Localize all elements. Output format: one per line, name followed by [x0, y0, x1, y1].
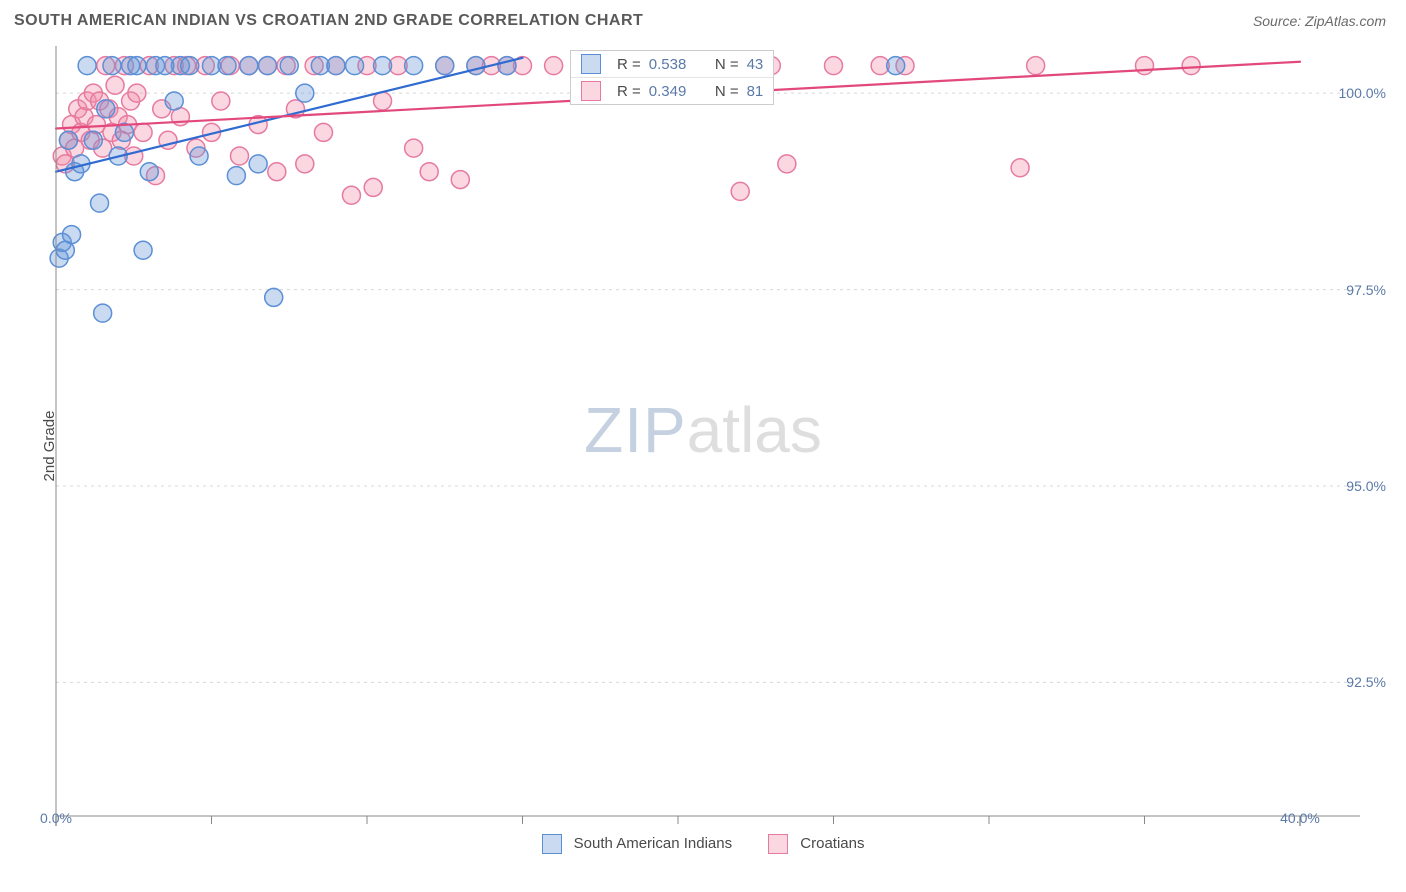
legend-label-cro: Croatians [800, 835, 864, 852]
legend-swatch-cro [768, 834, 788, 854]
x-tick-label: 40.0% [1280, 810, 1320, 826]
legend-label-sai: South American Indians [574, 835, 732, 852]
chart-title: SOUTH AMERICAN INDIAN VS CROATIAN 2ND GR… [14, 12, 643, 30]
chart-area: 2nd Grade ZIPatlas R = 0.538 N = 43R = 0… [0, 36, 1406, 856]
correlation-stat-box: R = 0.538 N = 43R = 0.349 N = 81 [570, 50, 774, 105]
chart-source: Source: ZipAtlas.com [1253, 13, 1386, 29]
x-tick-label: 0.0% [40, 810, 72, 826]
y-tick-label: 97.5% [1346, 282, 1386, 298]
stat-row-sai: R = 0.538 N = 43 [571, 51, 773, 78]
scatter-chart [0, 36, 1406, 856]
legend: South American Indians Croatians [0, 834, 1406, 854]
legend-item-cro: Croatians [768, 834, 864, 854]
y-tick-label: 95.0% [1346, 478, 1386, 494]
stat-swatch-cro [581, 81, 601, 101]
stat-swatch-sai [581, 54, 601, 74]
stat-row-cro: R = 0.349 N = 81 [571, 78, 773, 104]
legend-swatch-sai [542, 834, 562, 854]
chart-header: SOUTH AMERICAN INDIAN VS CROATIAN 2ND GR… [0, 0, 1406, 36]
y-tick-label: 92.5% [1346, 674, 1386, 690]
legend-item-sai: South American Indians [542, 834, 733, 854]
y-tick-label: 100.0% [1339, 85, 1386, 101]
